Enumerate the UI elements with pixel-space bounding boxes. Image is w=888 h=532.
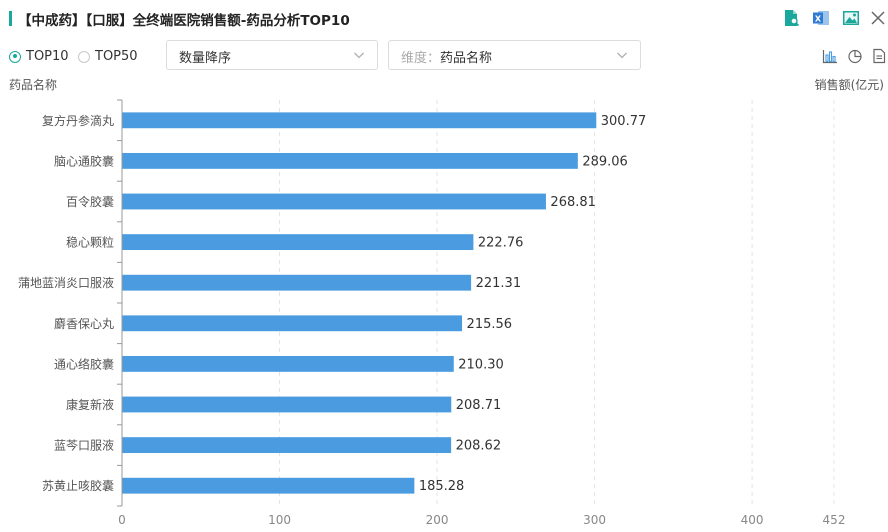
y-axis-title: 药品名称 xyxy=(9,78,58,92)
chevron-down-icon xyxy=(617,52,627,59)
x-tick-label: 200 xyxy=(426,513,449,527)
dimension-select-prefix: 维度： xyxy=(401,51,441,66)
image-export-icon[interactable] xyxy=(842,9,860,27)
bar xyxy=(122,477,415,494)
title-bar: 【中成药】【口服】全终端医院销售额-药品分析TOP10 X xyxy=(0,0,888,36)
data-label: 210.30 xyxy=(458,357,504,372)
title-accent-bar xyxy=(9,11,12,26)
y-tick-label: 通心络胶囊 xyxy=(54,356,114,371)
y-tick-label: 康复新液 xyxy=(66,397,114,412)
y-tick-label: 蒲地蓝消炎口服液 xyxy=(18,275,114,290)
x-tick-label: 0 xyxy=(118,513,126,527)
y-tick-label: 蓝芩口服液 xyxy=(54,438,114,453)
radio-top50[interactable]: TOP50 xyxy=(78,49,138,64)
dimension-select-text: 维度：药品名称 xyxy=(401,47,492,66)
x-tick-label: 100 xyxy=(268,513,291,527)
x-tick-label: 400 xyxy=(741,513,764,527)
radio-top10-label: TOP10 xyxy=(26,49,69,64)
bar xyxy=(122,437,452,454)
x-axis-title: 销售额(亿元) xyxy=(814,78,884,92)
chart-title: 【中成药】【口服】全终端医院销售额-药品分析TOP10 xyxy=(18,13,350,29)
radio-top10[interactable]: TOP10 xyxy=(9,49,69,64)
y-tick-label: 麝香保心丸 xyxy=(54,316,114,331)
dimension-select-value: 药品名称 xyxy=(440,51,493,66)
y-tick-label: 脑心通胶囊 xyxy=(54,153,114,168)
bar xyxy=(122,396,452,413)
data-label: 208.71 xyxy=(456,398,502,413)
radio-unchecked-icon xyxy=(78,50,90,63)
sort-select[interactable]: 数量降序 xyxy=(166,40,378,70)
bar xyxy=(122,274,472,291)
data-label: 215.56 xyxy=(467,317,513,332)
y-tick-label: 百令胶囊 xyxy=(66,194,114,209)
data-label: 185.28 xyxy=(419,479,465,494)
data-label: 268.81 xyxy=(550,195,596,210)
data-label: 222.76 xyxy=(478,236,523,251)
pie-chart-icon[interactable] xyxy=(847,48,863,64)
y-tick-label: 苏黄止咳胶囊 xyxy=(42,478,114,493)
bar xyxy=(122,355,454,372)
y-tick-label: 复方丹参滴丸 xyxy=(42,113,114,128)
data-label: 208.62 xyxy=(456,439,502,454)
controls-row: TOP10 TOP50 数量降序 维度：药品名称 xyxy=(0,40,888,72)
bar xyxy=(122,315,463,332)
bar xyxy=(122,234,474,251)
x-tick-label: 452 xyxy=(823,513,846,527)
chevron-down-icon xyxy=(354,52,364,59)
bar xyxy=(122,152,578,169)
table-view-icon[interactable] xyxy=(871,48,887,64)
sort-select-value: 数量降序 xyxy=(179,51,232,66)
svg-text:X: X xyxy=(815,14,822,23)
x-tick-label: 300 xyxy=(583,513,606,527)
bar xyxy=(122,193,546,210)
dimension-select[interactable]: 维度：药品名称 xyxy=(388,40,641,70)
data-label: 300.77 xyxy=(601,114,647,129)
data-label: 289.06 xyxy=(582,154,628,169)
close-icon[interactable] xyxy=(869,9,887,27)
document-search-icon[interactable] xyxy=(782,9,800,27)
excel-export-icon[interactable]: X xyxy=(812,9,830,27)
data-label: 221.31 xyxy=(476,276,521,291)
bar-chart-icon[interactable] xyxy=(822,48,838,64)
y-tick-label: 稳心颗粒 xyxy=(66,235,114,250)
radio-top50-label: TOP50 xyxy=(95,49,138,64)
radio-checked-icon xyxy=(9,50,21,63)
bar xyxy=(122,112,597,129)
